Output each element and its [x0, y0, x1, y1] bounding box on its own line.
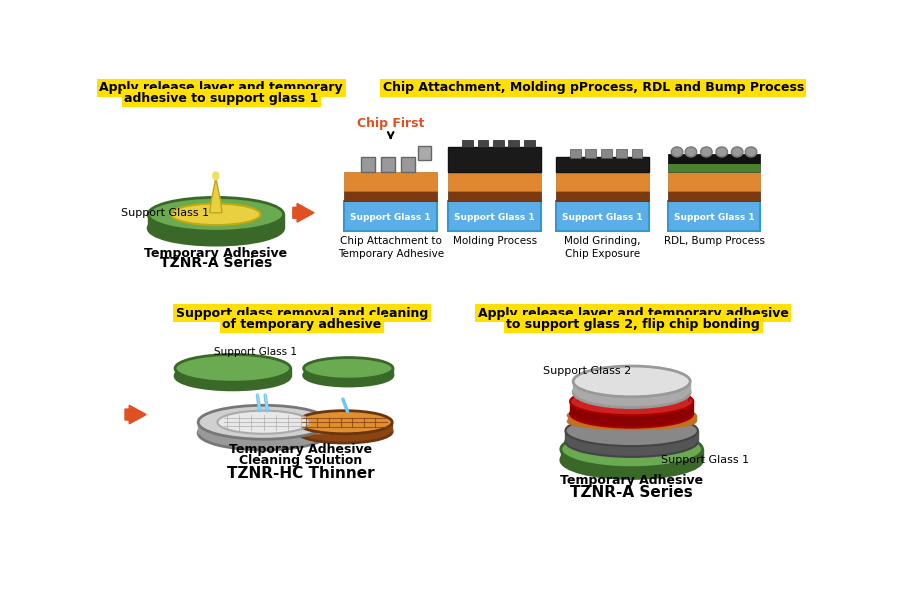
Polygon shape [570, 401, 693, 414]
Ellipse shape [303, 358, 392, 379]
Text: Chip Attachment to
Temporary Adhesive: Chip Attachment to Temporary Adhesive [337, 236, 443, 259]
Bar [381, 156, 395, 172]
Ellipse shape [570, 388, 693, 415]
Bar [344, 172, 437, 191]
Polygon shape [175, 368, 290, 376]
Bar [667, 191, 759, 201]
Text: Support Glass 1: Support Glass 1 [562, 213, 642, 222]
Polygon shape [198, 422, 329, 433]
Ellipse shape [297, 411, 391, 434]
Ellipse shape [565, 415, 698, 446]
Ellipse shape [685, 147, 696, 157]
Ellipse shape [175, 355, 290, 382]
Polygon shape [210, 177, 221, 213]
Text: Support Glass 2: Support Glass 2 [542, 366, 630, 376]
Bar [448, 191, 540, 201]
Ellipse shape [217, 411, 310, 434]
Bar [616, 149, 627, 158]
Ellipse shape [715, 147, 727, 157]
Text: of temporary adhesive: of temporary adhesive [222, 317, 381, 331]
Bar [448, 147, 540, 172]
Text: Support Glass 1: Support Glass 1 [660, 455, 748, 465]
Bar [556, 201, 648, 231]
Bar [556, 156, 648, 172]
Bar [667, 201, 759, 231]
Ellipse shape [567, 414, 695, 429]
Bar [584, 149, 596, 158]
Text: Support Glass 1: Support Glass 1 [454, 213, 534, 222]
Text: Support Glass 1: Support Glass 1 [350, 213, 430, 222]
Bar [631, 149, 641, 158]
Polygon shape [567, 415, 695, 422]
Text: Apply release layer and temporary adhesive: Apply release layer and temporary adhesi… [477, 307, 788, 320]
Bar [667, 155, 759, 163]
Bar [508, 140, 518, 147]
Ellipse shape [171, 204, 260, 225]
Text: to support glass 2, flip chip bonding: to support glass 2, flip chip bonding [505, 317, 759, 331]
Text: Chip First: Chip First [357, 117, 424, 131]
Ellipse shape [570, 400, 693, 428]
Polygon shape [148, 214, 283, 228]
Text: Molding Process: Molding Process [452, 236, 536, 246]
Ellipse shape [148, 198, 283, 231]
Ellipse shape [175, 362, 290, 390]
Bar [477, 140, 488, 147]
Ellipse shape [573, 377, 689, 407]
Bar [523, 140, 534, 147]
Bar [600, 149, 611, 158]
Ellipse shape [297, 420, 391, 443]
Text: RDL, Bump Process: RDL, Bump Process [663, 236, 764, 246]
Text: Temporary Adhesive: Temporary Adhesive [229, 443, 371, 456]
Text: TZNR-HC Thinner: TZNR-HC Thinner [226, 465, 374, 480]
Bar [448, 201, 540, 231]
Ellipse shape [561, 441, 702, 479]
Bar [344, 191, 437, 201]
Ellipse shape [565, 426, 698, 457]
Text: TZNR-A Series: TZNR-A Series [160, 256, 272, 271]
Ellipse shape [148, 211, 283, 245]
Text: Support glass removal and cleaning: Support glass removal and cleaning [176, 307, 427, 320]
Bar [361, 156, 375, 172]
Polygon shape [297, 422, 391, 431]
Ellipse shape [699, 147, 711, 157]
Ellipse shape [573, 366, 689, 397]
Text: Temporary Adhesive: Temporary Adhesive [144, 247, 287, 260]
Ellipse shape [744, 147, 756, 157]
Bar [667, 163, 759, 172]
Bar [556, 172, 648, 191]
Ellipse shape [198, 406, 329, 439]
Text: Apply release layer and temporary: Apply release layer and temporary [99, 81, 343, 94]
FancyArrow shape [292, 204, 313, 222]
Bar [344, 201, 437, 231]
Bar [493, 140, 504, 147]
Text: Chip Attachment, Molding pProcess, RDL and Bump Process: Chip Attachment, Molding pProcess, RDL a… [382, 81, 803, 94]
Bar [667, 172, 759, 191]
Text: Support Glass 1: Support Glass 1 [121, 208, 209, 218]
Text: TZNR-A Series: TZNR-A Series [570, 485, 692, 500]
Bar [401, 156, 414, 172]
Text: adhesive to support glass 1: adhesive to support glass 1 [124, 92, 318, 105]
Bar [570, 149, 580, 158]
Polygon shape [573, 382, 689, 392]
Polygon shape [561, 449, 702, 460]
Text: Support Glass 1: Support Glass 1 [214, 347, 297, 357]
Text: Cleaning Solution: Cleaning Solution [239, 454, 362, 467]
Bar [556, 191, 648, 201]
Bar [461, 140, 472, 147]
Ellipse shape [671, 147, 682, 157]
Ellipse shape [731, 147, 743, 157]
Bar [417, 146, 431, 160]
Ellipse shape [561, 431, 702, 468]
Text: Support Glass 1: Support Glass 1 [673, 213, 754, 222]
Ellipse shape [567, 407, 695, 423]
Ellipse shape [198, 416, 329, 450]
Polygon shape [565, 431, 698, 441]
Polygon shape [303, 368, 392, 375]
Ellipse shape [303, 364, 392, 386]
Text: Mold Grinding,
Chip Exposure: Mold Grinding, Chip Exposure [563, 236, 640, 259]
FancyArrow shape [125, 405, 146, 424]
Ellipse shape [212, 172, 219, 180]
Bar [448, 172, 540, 191]
Text: Temporary Adhesive: Temporary Adhesive [560, 474, 702, 487]
